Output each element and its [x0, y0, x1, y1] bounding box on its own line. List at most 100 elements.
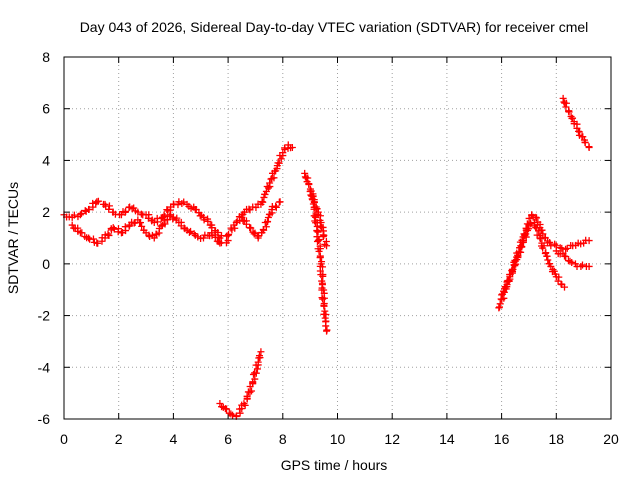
- data-point: [117, 211, 125, 219]
- data-point-dense: [535, 227, 543, 235]
- y-tick-label: 8: [42, 49, 50, 65]
- x-tick-label: 2: [115, 431, 123, 447]
- data-point: [561, 283, 569, 291]
- data-point-dense: [231, 224, 239, 232]
- data-point-dense: [261, 191, 269, 199]
- data-point-dense: [248, 387, 256, 395]
- y-tick-label: 4: [42, 152, 50, 168]
- data-point-dense: [318, 223, 326, 231]
- data-point-dense: [310, 199, 318, 207]
- x-tick-label: 0: [60, 431, 68, 447]
- data-point: [536, 234, 544, 242]
- data-point-dense: [562, 103, 570, 111]
- data-point-dense: [551, 240, 559, 248]
- chart-title: Day 043 of 2026, Sidereal Day-to-day VTE…: [80, 19, 589, 35]
- data-point-dense: [313, 237, 321, 245]
- data-point-dense: [122, 207, 130, 215]
- data-point-dense: [533, 214, 541, 222]
- data-point-dense: [496, 303, 504, 311]
- data-point: [232, 218, 240, 226]
- data-point-dense: [77, 209, 85, 217]
- data-point-dense: [161, 220, 169, 228]
- data-point-dense: [500, 287, 508, 295]
- data-point-dense: [204, 217, 212, 225]
- data-point: [68, 221, 76, 229]
- data-point-dense: [114, 228, 122, 236]
- data-point-dense: [255, 352, 263, 360]
- data-points: [60, 94, 593, 420]
- data-point: [101, 200, 109, 208]
- data-point-dense: [169, 215, 177, 223]
- data-point-dense: [137, 219, 145, 227]
- data-point-dense: [527, 220, 535, 228]
- data-point-dense: [105, 231, 113, 239]
- data-point-dense: [314, 228, 322, 236]
- data-point-dense: [546, 238, 554, 246]
- data-point-dense: [277, 155, 285, 163]
- x-tick-label: 4: [170, 431, 178, 447]
- data-point: [323, 242, 331, 250]
- data-point: [314, 237, 322, 245]
- data-point: [257, 348, 265, 356]
- data-point-dense: [568, 259, 576, 267]
- data-point-dense: [89, 235, 97, 243]
- x-tick-label: 20: [603, 431, 619, 447]
- data-point: [134, 208, 142, 216]
- data-point: [301, 169, 309, 177]
- data-point-dense: [242, 220, 250, 228]
- data-point-dense: [510, 261, 518, 269]
- data-point-dense: [251, 375, 259, 383]
- data-point-dense: [243, 392, 251, 400]
- data-point-dense: [581, 139, 589, 147]
- data-point-dense: [272, 202, 280, 210]
- data-point-dense: [264, 184, 272, 192]
- data-point-dense: [274, 159, 282, 167]
- data-point: [76, 211, 84, 219]
- data-point-dense: [319, 295, 327, 303]
- data-point-dense: [264, 217, 272, 225]
- y-axis-title: SDTVAR / TECUs: [5, 182, 21, 294]
- data-point: [585, 237, 593, 245]
- data-point-dense: [245, 205, 253, 213]
- data-point: [224, 237, 232, 245]
- data-point-dense: [496, 300, 504, 308]
- data-point-dense: [573, 124, 581, 132]
- data-point-dense: [244, 388, 252, 396]
- y-tick-label: 0: [42, 256, 50, 272]
- y-tick-label: 6: [42, 101, 50, 117]
- data-point-dense: [262, 223, 270, 231]
- data-point-dense: [508, 265, 516, 273]
- data-point-dense: [512, 260, 520, 268]
- data-point: [238, 213, 246, 221]
- data-point-dense: [247, 224, 255, 232]
- data-point: [323, 327, 331, 335]
- x-tick-label: 14: [439, 431, 455, 447]
- data-point-dense: [319, 272, 327, 280]
- data-point-dense: [251, 369, 259, 377]
- y-tick-label: -6: [38, 411, 51, 427]
- data-point: [150, 234, 158, 242]
- x-tick-label: 6: [224, 431, 232, 447]
- data-point-dense: [543, 252, 551, 260]
- data-point-dense: [315, 247, 323, 255]
- data-point-dense: [532, 224, 540, 232]
- data-point-dense: [321, 307, 329, 315]
- data-point: [276, 198, 284, 206]
- data-point-dense: [163, 216, 171, 224]
- data-point-dense: [322, 322, 330, 330]
- data-point-dense: [305, 181, 313, 189]
- data-point-dense: [229, 411, 237, 419]
- data-point-dense: [211, 233, 219, 241]
- data-point-dense: [253, 365, 261, 373]
- grid-lines: [64, 57, 611, 419]
- data-point-dense: [255, 232, 263, 240]
- data-point-dense: [319, 233, 327, 241]
- y-tick-label: -2: [38, 308, 51, 324]
- data-point-dense: [313, 205, 321, 213]
- data-point-dense: [555, 273, 563, 281]
- data-point-dense: [562, 252, 570, 260]
- data-point-dense: [225, 230, 233, 238]
- data-point-dense: [70, 211, 78, 219]
- data-point: [585, 144, 593, 151]
